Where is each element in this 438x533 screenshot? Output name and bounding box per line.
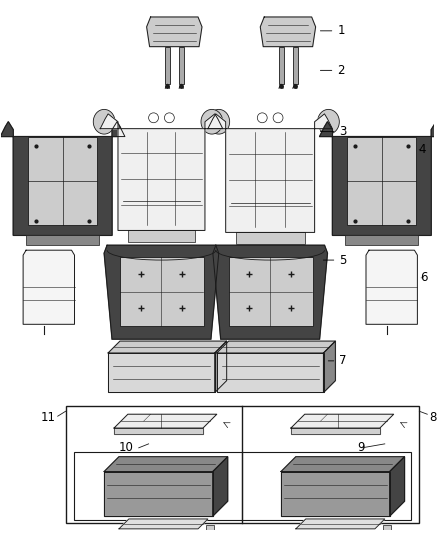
- Text: 9: 9: [357, 441, 365, 454]
- Text: 1: 1: [320, 25, 345, 37]
- Polygon shape: [104, 245, 219, 339]
- Bar: [26, 236, 99, 245]
- Polygon shape: [291, 428, 380, 434]
- Bar: [74, 452, 411, 520]
- Circle shape: [273, 113, 283, 123]
- Ellipse shape: [93, 109, 115, 134]
- Circle shape: [148, 113, 159, 123]
- Polygon shape: [390, 457, 405, 516]
- Text: 2: 2: [320, 64, 345, 77]
- Bar: [179, 47, 184, 84]
- Bar: [206, 525, 214, 531]
- Text: 7: 7: [328, 354, 347, 367]
- Polygon shape: [291, 414, 394, 428]
- Polygon shape: [281, 457, 405, 472]
- Bar: [229, 257, 313, 326]
- Polygon shape: [260, 17, 316, 47]
- Ellipse shape: [201, 109, 223, 134]
- Polygon shape: [23, 250, 74, 324]
- Polygon shape: [213, 457, 228, 516]
- Polygon shape: [324, 341, 336, 392]
- Polygon shape: [100, 114, 223, 230]
- Bar: [293, 47, 298, 84]
- Polygon shape: [114, 414, 217, 428]
- Bar: [279, 47, 284, 84]
- Bar: [128, 230, 195, 243]
- Bar: [383, 525, 391, 531]
- Polygon shape: [104, 457, 228, 472]
- Polygon shape: [108, 341, 227, 353]
- Bar: [347, 136, 417, 225]
- Text: 8: 8: [429, 411, 437, 424]
- Bar: [236, 232, 305, 244]
- Bar: [120, 257, 204, 326]
- Polygon shape: [114, 428, 203, 434]
- Ellipse shape: [208, 109, 230, 134]
- Polygon shape: [147, 17, 202, 47]
- Polygon shape: [217, 341, 336, 353]
- Text: 10: 10: [119, 441, 134, 454]
- Polygon shape: [217, 353, 324, 392]
- Text: 4: 4: [418, 143, 426, 156]
- Text: 6: 6: [420, 271, 428, 285]
- Polygon shape: [213, 245, 328, 339]
- Polygon shape: [104, 472, 213, 516]
- Circle shape: [257, 113, 267, 123]
- Polygon shape: [366, 250, 417, 324]
- Text: 11: 11: [41, 411, 56, 424]
- Bar: [345, 236, 418, 245]
- Circle shape: [164, 113, 174, 123]
- Bar: [66, 406, 419, 523]
- Polygon shape: [208, 114, 332, 232]
- Polygon shape: [320, 122, 438, 236]
- Polygon shape: [215, 341, 227, 392]
- Polygon shape: [281, 472, 390, 516]
- Text: 5: 5: [323, 254, 347, 266]
- Polygon shape: [108, 353, 215, 392]
- Ellipse shape: [318, 109, 339, 134]
- Polygon shape: [119, 519, 208, 529]
- Bar: [28, 136, 97, 225]
- Text: 3: 3: [320, 125, 347, 138]
- Bar: [166, 47, 170, 84]
- Polygon shape: [296, 519, 385, 529]
- Polygon shape: [0, 122, 125, 236]
